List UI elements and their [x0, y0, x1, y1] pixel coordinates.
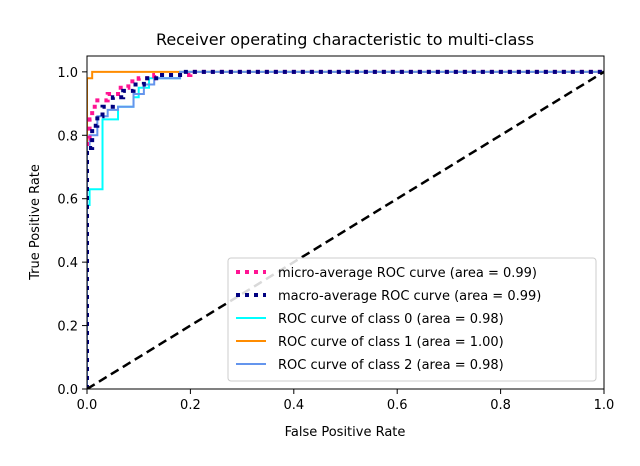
x-tick-label: 0.2	[180, 398, 201, 413]
y-tick-label: 0.6	[57, 193, 78, 208]
y-tick-label: 0.2	[57, 320, 78, 335]
legend-label: ROC curve of class 1 (area = 1.00)	[278, 335, 504, 350]
y-axis: 0.0 0.2 0.4 0.6 0.8 1.0	[57, 66, 87, 398]
y-tick-label: 1.0	[57, 66, 78, 81]
chart-title: Receiver operating characteristic to mul…	[156, 30, 534, 49]
x-tick-label: 0.0	[77, 398, 98, 413]
legend: micro-average ROC curve (area = 0.99) mac…	[227, 257, 597, 382]
x-axis-label: False Positive Rate	[285, 425, 406, 440]
y-axis-label: True Positive Rate	[28, 164, 43, 281]
x-tick-label: 0.6	[387, 398, 408, 413]
roc-series-1	[87, 69, 604, 389]
x-tick-label: 0.8	[490, 398, 511, 413]
plot-frame	[86, 55, 605, 390]
x-axis: 0.0 0.2 0.4 0.6 0.8 1.0	[77, 389, 615, 413]
legend-label: micro-average ROC curve (area = 0.99)	[278, 266, 537, 281]
x-tick-label: 1.0	[594, 398, 615, 413]
legend-label: ROC curve of class 2 (area = 0.98)	[278, 358, 504, 373]
series-layer	[87, 69, 604, 389]
chance-reference-line	[87, 70, 604, 389]
y-tick-label: 0.4	[57, 256, 78, 271]
roc-series-0	[87, 69, 604, 389]
x-tick-label: 0.4	[283, 398, 304, 413]
legend-label: macro-average ROC curve (area = 0.99)	[278, 289, 541, 304]
y-tick-label: 0.0	[57, 383, 78, 398]
y-tick-label: 0.8	[57, 129, 78, 144]
legend-box	[227, 257, 597, 382]
legend-label: ROC curve of class 0 (area = 0.98)	[278, 312, 504, 327]
